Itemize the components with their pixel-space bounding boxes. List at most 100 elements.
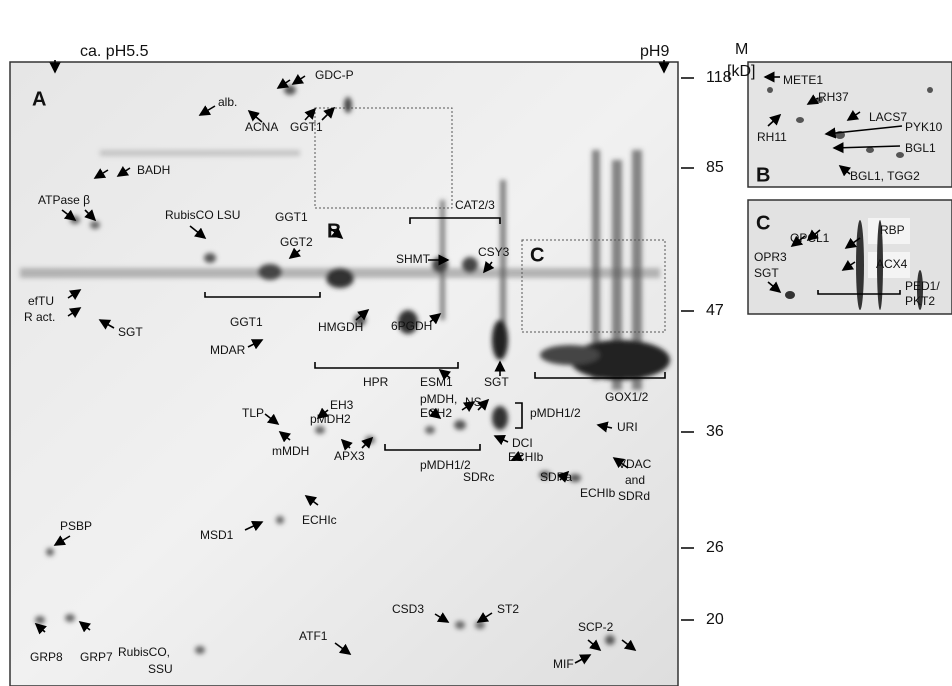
spot — [344, 97, 352, 113]
spot — [877, 220, 883, 310]
protein-label: BGL1 — [905, 141, 936, 155]
arrow — [329, 227, 344, 240]
panel-letter: C — [756, 212, 770, 234]
arrow — [278, 431, 291, 443]
arrow — [316, 407, 329, 419]
spot — [455, 621, 465, 629]
bracket — [515, 402, 523, 429]
bracket — [409, 217, 501, 224]
protein-label: URI — [617, 420, 638, 434]
ph-right: pH9 — [640, 43, 669, 60]
protein-label: R act. — [24, 310, 55, 324]
protein-label: METE1 — [783, 73, 823, 87]
protein-label: ST2 — [497, 602, 519, 616]
arrow — [98, 319, 115, 330]
protein-label: pMDH2 — [310, 412, 351, 426]
spot — [454, 420, 466, 430]
spot — [425, 426, 435, 434]
mass-unit: M — [735, 41, 748, 58]
arrow — [84, 209, 97, 222]
protein-label: PYK10 — [905, 120, 943, 134]
spot — [767, 87, 773, 93]
arrow — [361, 436, 374, 449]
protein-label: RBP — [880, 223, 905, 237]
spot — [315, 426, 325, 434]
arrow — [477, 398, 490, 411]
protein-label: GOX1/2 — [605, 390, 649, 404]
protein-label: RH37 — [818, 90, 849, 104]
arrow — [247, 109, 263, 123]
protein-label: mMDH — [272, 444, 309, 458]
streak — [632, 150, 642, 390]
spot — [492, 406, 508, 430]
arrow — [510, 450, 524, 462]
spot — [917, 270, 923, 310]
bracket — [204, 292, 321, 298]
spot — [398, 310, 418, 334]
protein-label: RH11 — [757, 130, 787, 144]
protein-label: 6PGDH — [391, 319, 432, 333]
arrow — [846, 110, 861, 121]
arrow — [806, 94, 820, 105]
arrow — [483, 261, 495, 274]
arrow — [304, 107, 317, 121]
arrow — [832, 142, 901, 154]
protein-label: APX3 — [334, 449, 365, 463]
arrow — [767, 113, 782, 127]
arrow — [612, 457, 629, 469]
arrow — [621, 639, 637, 651]
box-b — [314, 107, 453, 209]
arrow — [355, 308, 370, 321]
arrow — [434, 612, 450, 623]
protein-label: SGT — [484, 375, 509, 389]
protein-label: BGL1, TGG2 — [850, 169, 920, 183]
protein-label: MDAR — [210, 343, 246, 357]
label-box — [868, 218, 910, 244]
spot — [796, 117, 804, 123]
bracket — [314, 362, 459, 369]
arrow — [67, 307, 82, 318]
arrow — [438, 369, 451, 381]
arrow — [276, 78, 291, 89]
arrow — [93, 168, 109, 179]
spot — [35, 616, 45, 624]
arrow — [34, 622, 47, 635]
arrow — [429, 313, 442, 325]
spot — [540, 345, 600, 365]
protein-label: pMDH, — [420, 392, 457, 406]
spot — [65, 614, 75, 622]
panel-letter: B — [756, 164, 770, 186]
mass-label: 85 — [706, 159, 724, 176]
mass-label: 26 — [706, 539, 724, 556]
spot — [276, 516, 284, 524]
arrow — [844, 237, 861, 249]
protein-label: alb. — [218, 95, 237, 109]
protein-label: RubisCO, — [118, 645, 170, 659]
protein-label: ACNA — [245, 120, 278, 134]
ph-left: ca. pH5.5 — [80, 43, 149, 60]
mass-label: 20 — [706, 611, 724, 628]
arrow — [587, 639, 602, 652]
arrow — [321, 106, 336, 121]
protein-label: EH3 — [330, 398, 354, 412]
protein-label: ECHIb — [508, 450, 544, 464]
arrow — [334, 642, 352, 655]
protein-label: BADH — [137, 163, 170, 177]
protein-label: GRP8 — [30, 650, 63, 664]
protein-label: GGT2 — [280, 235, 313, 249]
arrow — [304, 495, 319, 507]
protein-label: and — [625, 473, 645, 487]
protein-label: DCI — [512, 436, 533, 450]
protein-label: GGT1 — [275, 210, 308, 224]
spot — [605, 635, 615, 645]
streak — [100, 150, 300, 156]
arrow — [189, 225, 207, 239]
arrow — [291, 74, 306, 85]
protein-label: GGT1 — [230, 315, 263, 329]
spot — [258, 264, 282, 280]
spot — [326, 268, 354, 288]
spot — [462, 257, 478, 273]
protein-label: SDRc — [463, 470, 494, 484]
arrow — [53, 535, 71, 546]
